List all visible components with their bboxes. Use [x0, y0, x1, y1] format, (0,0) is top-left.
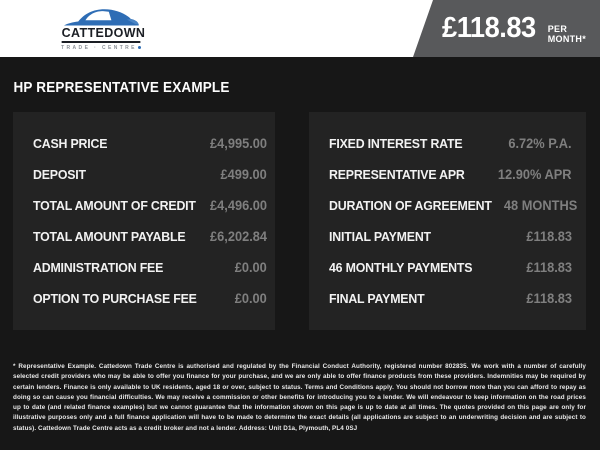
table-row-total-credit: TOTAL AMOUNT OF CREDIT £4,496.00	[13, 190, 275, 220]
table-row-apr: REPRESENTATIVE APR 12.90% APR	[309, 159, 586, 189]
table-row-interest-rate: FIXED INTEREST RATE 6.72% P.A.	[309, 128, 586, 158]
row-value: £0.00	[234, 291, 267, 307]
table-row-duration: DURATION OF AGREEMENT 48 MONTHS	[309, 190, 586, 220]
table-row-monthly-payments: 46 MONTHLY PAYMENTS £118.83	[309, 253, 586, 283]
row-value: 6.72% P.A.	[508, 135, 572, 151]
monthly-price: £118.83	[442, 12, 536, 44]
row-label: DEPOSIT	[33, 166, 86, 182]
row-label: REPRESENTATIVE APR	[329, 166, 465, 182]
row-label: DURATION OF AGREEMENT	[329, 197, 492, 213]
row-label: FINAL PAYMENT	[329, 291, 425, 307]
row-label: CASH PRICE	[33, 135, 108, 151]
row-label: OPTION TO PURCHASE FEE	[33, 291, 197, 307]
header: CATTEDOWN TRADE · CENTRE £118.83 PER MON…	[0, 0, 600, 57]
dealer-logo[interactable]: CATTEDOWN TRADE · CENTRE	[60, 5, 145, 51]
row-value: £499.00	[220, 166, 267, 182]
table-row-admin-fee: ADMINISTRATION FEE £0.00	[13, 253, 275, 283]
table-row-deposit: DEPOSIT £499.00	[13, 159, 275, 189]
row-label: TOTAL AMOUNT OF CREDIT	[33, 197, 196, 213]
disclaimer-text: * Representative Example. Cattedown Trad…	[13, 363, 586, 432]
row-label: 46 MONTHLY PAYMENTS	[329, 260, 473, 276]
table-row-cash-price: CASH PRICE £4,995.00	[13, 128, 275, 158]
car-icon	[63, 9, 139, 26]
row-label: INITIAL PAYMENT	[329, 229, 431, 245]
row-label: ADMINISTRATION FEE	[33, 260, 164, 276]
finance-example-tables: CASH PRICE £4,995.00 DEPOSIT £499.00 TOT…	[13, 112, 586, 330]
row-value: £118.83	[526, 260, 572, 276]
monthly-price-suffix: PER MONTH*	[547, 24, 587, 44]
row-value: 48 MONTHS	[504, 197, 578, 213]
row-value: 12.90% APR	[498, 166, 572, 182]
row-value: £0.00	[234, 260, 267, 276]
row-value: £118.83	[526, 229, 572, 245]
dealer-logo-name: CATTEDOWN	[61, 25, 145, 43]
page-title: HP REPRESENTATIVE EXAMPLE	[13, 79, 230, 96]
row-value: £118.83	[526, 291, 572, 307]
dealer-logo-tagline: TRADE · CENTRE	[60, 45, 142, 51]
logo-dot-icon	[137, 46, 141, 50]
finance-table-right: FIXED INTEREST RATE 6.72% P.A. REPRESENT…	[309, 112, 586, 330]
dealer-logo-tagline-text: TRADE · CENTRE	[61, 45, 137, 51]
row-value: £4,995.00	[209, 135, 267, 151]
table-row-initial-payment: INITIAL PAYMENT £118.83	[309, 222, 586, 252]
row-value: £4,496.00	[209, 197, 267, 213]
table-row-final-payment: FINAL PAYMENT £118.83	[309, 284, 586, 314]
row-label: TOTAL AMOUNT PAYABLE	[33, 229, 186, 245]
finance-table-left: CASH PRICE £4,995.00 DEPOSIT £499.00 TOT…	[13, 112, 275, 330]
table-row-total-payable: TOTAL AMOUNT PAYABLE £6,202.84	[13, 222, 275, 252]
row-label: FIXED INTEREST RATE	[329, 135, 463, 151]
table-row-option-fee: OPTION TO PURCHASE FEE £0.00	[13, 284, 275, 314]
row-value: £6,202.84	[209, 229, 267, 245]
monthly-price-banner: £118.83 PER MONTH*	[413, 0, 600, 57]
